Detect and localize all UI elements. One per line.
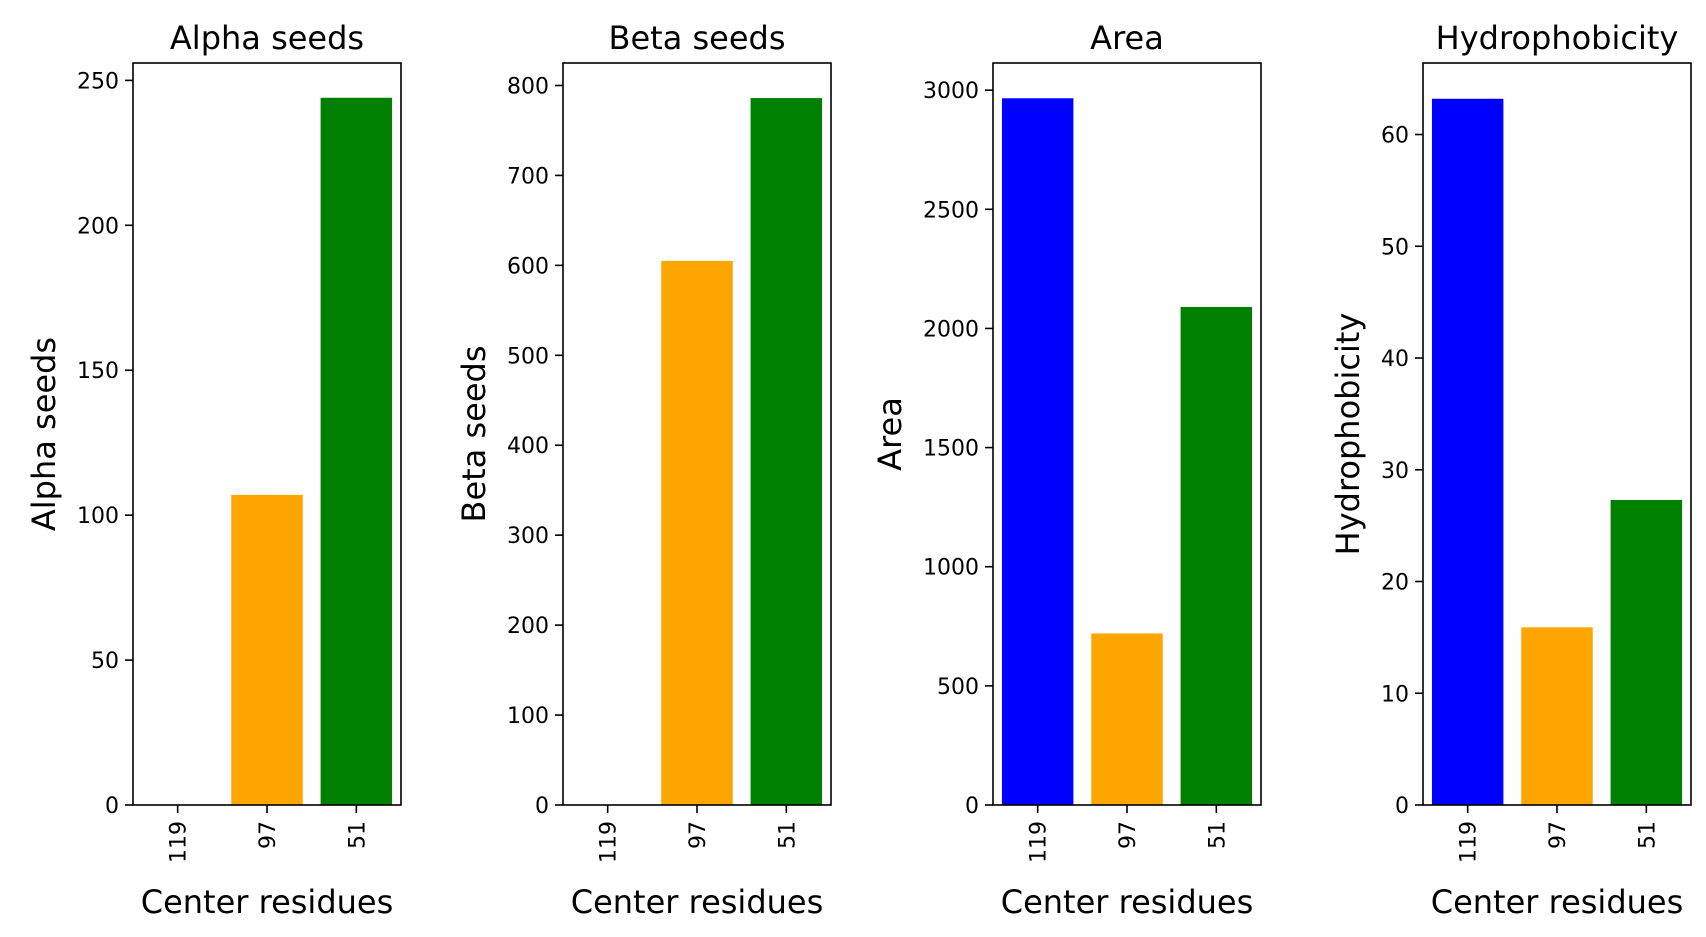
y-tick-label: 200: [507, 614, 549, 639]
y-tick-label: 0: [965, 794, 979, 819]
y-tick-label: 1500: [923, 437, 979, 462]
bar-51: [750, 98, 823, 806]
y-tick-label: 3000: [923, 79, 979, 104]
bar-51: [1610, 499, 1683, 805]
y-axis-label: Alpha seeds: [25, 337, 63, 531]
y-axis-label: Beta seeds: [455, 346, 493, 523]
y-tick-label: 60: [1381, 124, 1409, 149]
y-tick-label: 300: [507, 524, 549, 549]
bar-119: [1001, 98, 1074, 805]
x-tick-label: 51: [345, 821, 370, 849]
x-tick-label: 97: [256, 821, 281, 849]
chart-panel-3: 0 500 1000 1500 2000 2500 3000 119 97 51 Area Cente…: [871, 19, 1262, 921]
y-axis-label: Area: [871, 397, 909, 471]
x-tick-label: 97: [1546, 821, 1571, 849]
x-tick-label: 119: [597, 821, 622, 863]
chart-title: Alpha seeds: [170, 19, 364, 57]
x-tick-label: 51: [1205, 821, 1230, 849]
y-tick-label: 0: [535, 794, 549, 819]
bar-97: [661, 260, 733, 805]
y-tick-label: 30: [1381, 459, 1409, 484]
y-tick-label: 500: [937, 675, 979, 700]
y-tick-label: 200: [77, 214, 119, 239]
bar-51: [320, 97, 393, 805]
y-tick-label: 50: [91, 649, 119, 674]
chart-panel-1: 0 50 100 150 200 250 119 97 51 Alpha seeds Center …: [25, 19, 402, 921]
bar-97: [1091, 633, 1163, 805]
y-tick-label: 400: [507, 434, 549, 459]
x-axis-label: Center residues: [1001, 883, 1254, 921]
y-tick-label: 2000: [923, 317, 979, 342]
y-tick-label: 800: [507, 74, 549, 99]
x-tick-label: 119: [1457, 821, 1482, 863]
y-tick-label: 2500: [923, 198, 979, 223]
y-tick-label: 150: [77, 359, 119, 384]
y-tick-label: 0: [1395, 794, 1409, 819]
y-tick-label: 0: [105, 794, 119, 819]
x-axis-label: Center residues: [1431, 883, 1684, 921]
y-tick-label: 40: [1381, 347, 1409, 372]
y-tick-label: 1000: [923, 556, 979, 581]
x-tick-label: 97: [1116, 821, 1141, 849]
x-tick-label: 51: [775, 821, 800, 849]
y-tick-label: 250: [77, 69, 119, 94]
y-tick-label: 50: [1381, 235, 1409, 260]
y-tick-label: 100: [507, 704, 549, 729]
y-tick-label: 100: [77, 504, 119, 529]
chart-title: Hydrophobicity: [1436, 19, 1679, 57]
x-tick-label: 119: [1027, 821, 1052, 863]
chart-title: Area: [1090, 19, 1164, 57]
chart-title: Beta seeds: [609, 19, 786, 57]
chart-panel-2: 0 100 200 300 400 500 600 700 800 119 97 51 Beta see…: [455, 19, 832, 921]
bar-97: [231, 494, 303, 805]
y-tick-label: 600: [507, 254, 549, 279]
bar-97: [1521, 627, 1593, 805]
x-axis-label: Center residues: [141, 883, 394, 921]
bar-51: [1180, 306, 1253, 805]
chart-panel-4: 0 10 20 30 40 50 60 119 97 51 Hydrophobicity Center…: [1329, 19, 1692, 921]
y-tick-label: 700: [507, 164, 549, 189]
y-tick-label: 20: [1381, 571, 1409, 596]
y-tick-label: 500: [507, 344, 549, 369]
x-tick-label: 119: [167, 821, 192, 863]
x-axis-label: Center residues: [571, 883, 824, 921]
x-tick-label: 51: [1635, 821, 1660, 849]
y-axis-label: Hydrophobicity: [1329, 313, 1367, 556]
x-tick-label: 97: [686, 821, 711, 849]
bar-119: [1431, 98, 1504, 805]
y-tick-label: 10: [1381, 682, 1409, 707]
